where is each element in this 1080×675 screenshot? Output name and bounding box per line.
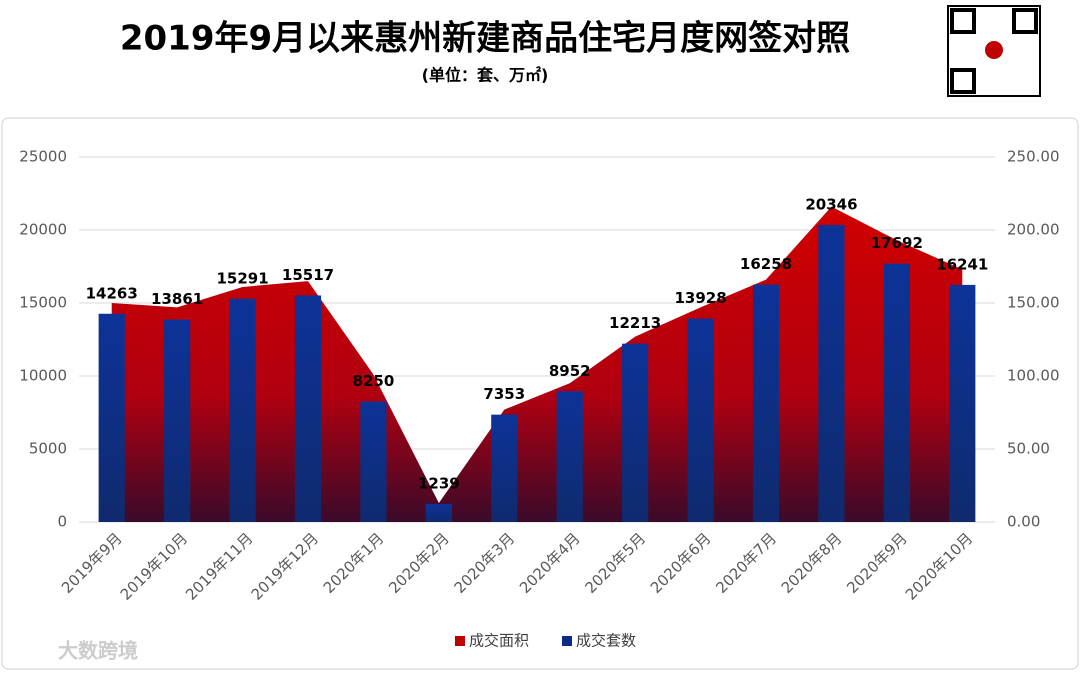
y2-tick-label: 100.00	[1007, 367, 1060, 385]
data-label: 16241	[936, 255, 988, 273]
data-label: 8952	[549, 362, 591, 380]
bar	[164, 319, 191, 522]
legend-label: 成交套数	[576, 632, 636, 650]
data-label: 14263	[86, 284, 138, 302]
data-label: 13861	[151, 290, 203, 308]
qr-code	[947, 5, 1041, 97]
bar	[622, 343, 649, 522]
bar	[818, 224, 845, 522]
y-tick-label: 15000	[19, 294, 67, 312]
data-label: 13928	[674, 289, 726, 307]
data-label: 16258	[740, 255, 792, 273]
y2-tick-label: 250.00	[1007, 148, 1060, 166]
data-label: 8250	[353, 372, 395, 390]
legend-swatch	[455, 636, 465, 646]
data-label: 20346	[805, 195, 857, 213]
legend-swatch	[562, 636, 572, 646]
bar	[556, 391, 583, 522]
data-label: 7353	[483, 385, 525, 403]
bar	[949, 284, 976, 522]
bar	[294, 295, 322, 522]
data-label: 17692	[871, 234, 923, 252]
bar	[687, 318, 714, 522]
data-label: 15517	[282, 266, 334, 284]
bar	[360, 401, 387, 522]
chart-title: 2019年9月以来惠州新建商品住宅月度网签对照	[120, 19, 850, 59]
y-tick-label: 25000	[19, 148, 67, 166]
chart-frame	[1, 117, 1079, 670]
y-tick-label: 5000	[29, 440, 67, 458]
y2-tick-label: 150.00	[1007, 294, 1060, 312]
legend-label: 成交面积	[469, 632, 529, 650]
area	[111, 206, 963, 522]
bar	[752, 284, 780, 522]
bar	[98, 313, 125, 522]
bar	[229, 298, 256, 522]
y2-tick-label: 50.00	[1007, 440, 1050, 458]
y-tick-label: 20000	[19, 221, 67, 239]
bar	[883, 263, 910, 522]
data-label: 15291	[216, 269, 268, 287]
data-label: 12213	[609, 314, 661, 332]
y-tick-label: 10000	[19, 367, 67, 385]
y-tick-label: 0	[57, 513, 67, 531]
bar	[491, 414, 518, 522]
bar	[425, 503, 452, 522]
brand: 大数跨境	[58, 639, 138, 663]
chart-subtitle: (单位：套、万㎡)	[422, 66, 549, 85]
y2-tick-label: 0.00	[1007, 513, 1040, 531]
data-label: 1239	[418, 474, 460, 492]
y2-tick-label: 200.00	[1007, 221, 1060, 239]
